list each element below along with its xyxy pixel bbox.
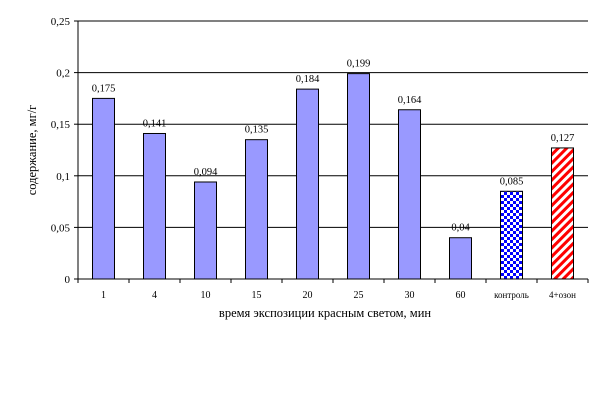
y-tick-label: 0,2 <box>56 68 70 80</box>
bar <box>398 109 421 280</box>
x-tick-label: контроль <box>494 290 529 300</box>
y-tick-label: 0 <box>65 274 71 286</box>
x-tick-label: 25 <box>354 290 364 301</box>
bar <box>296 88 319 280</box>
bar <box>194 181 217 280</box>
data-label: 0,04 <box>451 223 470 234</box>
y-tick-labels: 0 0,05 0,1 0,15 0,2 0,25 <box>51 16 71 286</box>
x-tick-label: 20 <box>303 290 313 301</box>
data-labels: 0,175 0,141 0,094 0,135 0,184 0,199 0,164 0,04 0… <box>92 59 575 234</box>
data-label: 0,141 <box>143 118 167 129</box>
y-tick-label: 0,1 <box>56 171 70 183</box>
bar <box>347 73 370 280</box>
data-label: 0,184 <box>296 74 320 85</box>
data-label: 0,199 <box>347 59 371 70</box>
x-tick-labels: 1 4 10 15 20 25 30 60 контроль 4+озон <box>101 290 576 301</box>
y-axis-title: содержание, мг/г <box>25 105 39 196</box>
data-label: 0,135 <box>245 125 269 136</box>
y-tick-label: 0,15 <box>51 119 71 131</box>
data-label: 0,164 <box>398 95 422 106</box>
data-label: 0,175 <box>92 83 116 94</box>
bar <box>551 147 574 280</box>
x-tick-label: 4+озон <box>549 290 576 300</box>
bar <box>500 190 523 280</box>
y-tick-label: 0,25 <box>51 16 71 28</box>
x-tick-label: 10 <box>201 290 211 301</box>
x-tick-label: 60 <box>456 290 466 301</box>
x-tick-label: 1 <box>101 290 106 301</box>
bar <box>449 237 472 280</box>
x-tick-label: 15 <box>252 290 262 301</box>
data-label: 0,085 <box>500 176 524 187</box>
bar <box>245 139 268 280</box>
axes <box>74 20 589 283</box>
data-label: 0,094 <box>194 167 218 178</box>
x-tick-label: 4 <box>152 290 157 301</box>
y-tick-label: 0,05 <box>51 222 71 234</box>
x-tick-label: 30 <box>405 290 415 301</box>
bar <box>143 132 166 280</box>
data-label: 0,127 <box>551 133 575 144</box>
x-axis-title: время экспозиции красным светом, мин <box>219 306 431 320</box>
bar <box>92 97 115 280</box>
